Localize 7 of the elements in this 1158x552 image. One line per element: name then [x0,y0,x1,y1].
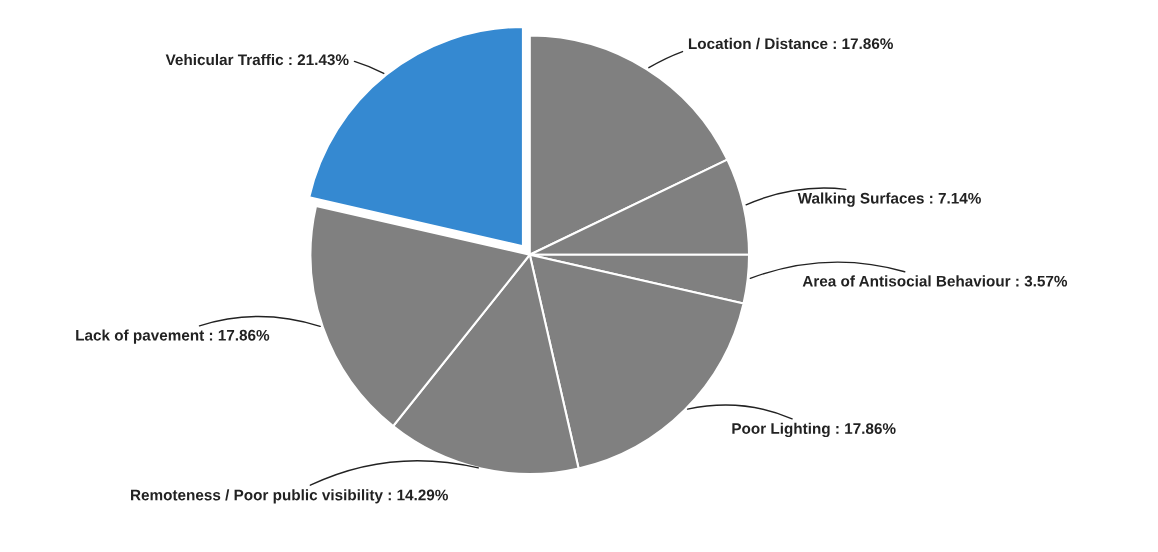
slice-label: Remoteness / Poor public visibility : 14.29% [131,489,448,504]
slice-label: Lack of pavement : 17.86% [76,329,270,344]
slice-label: Walking Surfaces : 7.14% [797,192,981,207]
slice-label: Vehicular Traffic : 21.43% [165,53,349,66]
slice-label: Area of Antisocial Behaviour : 3.57% [802,275,1068,287]
slice-label: Poor Lighting : 17.86% [732,422,896,438]
slice-label: Location / Distance : 17.86% [688,37,893,50]
